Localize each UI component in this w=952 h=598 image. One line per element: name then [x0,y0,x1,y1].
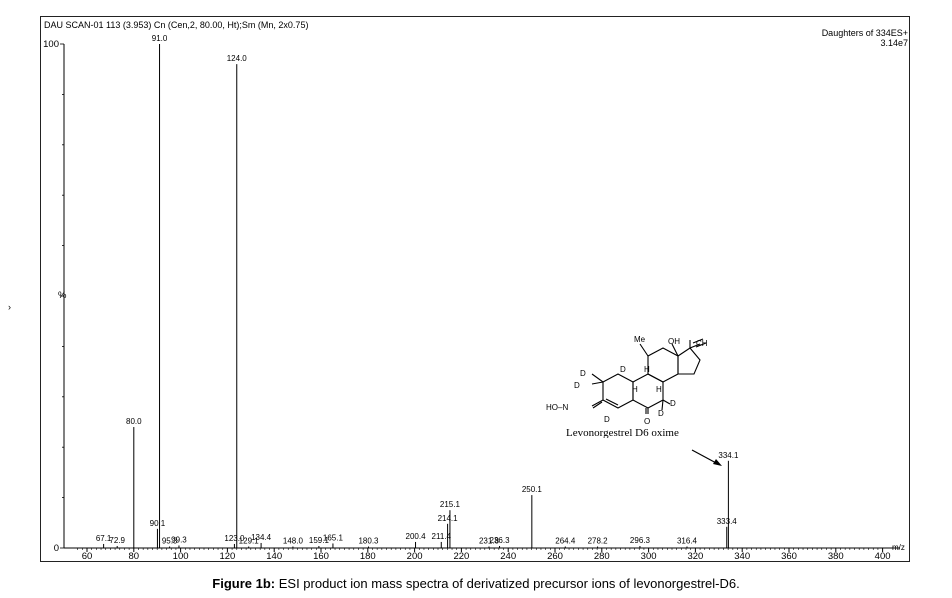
x-tick-label: 200 [407,551,423,562]
hydrogen-label-1: H [644,365,650,374]
peak-label-90.1: 90.1 [150,519,166,528]
annotation-arrow [691,449,719,465]
peak-label-211.4: 211.4 [432,532,452,541]
peak-labels: 67.172.9 80.0 90.1 91.0 95.399.3 123.0 124.0 12… [96,34,739,545]
alkyne-ch-label: CH [696,339,708,348]
x-tick-label: 80 [129,551,140,562]
peak-label-159.1: 159.1 [309,536,330,545]
x-tick-label: 320 [687,551,703,562]
peak-label-250.1: 250.1 [522,485,543,494]
peak-label-214.1: 214.1 [438,514,459,523]
peak-label-334.1: 334.1 [718,451,739,460]
x-tick-label: 160 [313,551,329,562]
peak-label-148.0: 148.0 [283,536,304,545]
peak-label-264.4: 264.4 [555,536,576,545]
peak-label-99.3: 99.3 [171,535,187,544]
x-tick-label: 220 [453,551,469,562]
peak-label-129.1: 129.1 [239,536,260,545]
daughters-header: Daughters of 334ES+ 3.14e7 [822,28,908,48]
peak-label-95.3: 95.3 [162,536,178,545]
peak-label-316.4: 316.4 [677,536,698,545]
levonorgestrel-d6-oxime-structure: Me OH CH HO–N D D D D D D H H H O Levono… [546,335,708,438]
peak-label-231.8: 231.8 [479,536,500,545]
structure-bonds [591,338,707,414]
spectrum-peaks [103,44,729,548]
margin-mark: › [8,302,11,312]
deuterium-label-1: D [580,369,586,378]
hydrogen-label-2: H [632,385,638,394]
peak-label-180.3: 180.3 [358,536,379,545]
peak-label-123.0: 123.0 [224,534,245,543]
peak-label-165.1: 165.1 [323,533,344,542]
peak-label-80.0: 80.0 [126,417,142,426]
peak-label-91.0: 91.0 [152,34,168,43]
hydroxyl-label: OH [668,337,680,346]
x-tick-label: 140 [266,551,282,562]
deuterium-label-6: D [658,409,664,418]
y-tick-label: 100 [43,39,59,50]
scan-info-header: DAU SCAN-01 113 (3.953) Cn (Cen,2, 80.00… [44,20,309,30]
spectrum-frame [40,16,910,562]
x-tick-label: 340 [734,551,750,562]
peak-label-278.2: 278.2 [588,536,609,545]
peak-label-236.3: 236.3 [490,536,511,545]
base-peak-intensity: 3.14e7 [880,38,908,48]
x-tick-label: 180 [360,551,376,562]
x-tick-label: 100 [173,551,189,562]
peak-label-296.3: 296.3 [630,536,651,545]
daughters-label: Daughters of 334ES+ [821,28,908,38]
methyl-label: Me [634,335,646,344]
x-tick-label: 120 [219,551,235,562]
mass-spectrum-chart: % m/z 60 80 100 120 140 160 180 200 220 240 260 280… [43,34,905,562]
x-tick-label: 280 [594,551,610,562]
peak-label-200.4: 200.4 [406,532,427,541]
x-tick-label: 240 [500,551,516,562]
deuterium-label-3: D [620,365,626,374]
ketone-oxygen-label: O [644,417,650,426]
y-axis-label: % [58,290,67,301]
x-tick-label: 300 [641,551,657,562]
deuterium-label-4: D [604,415,610,424]
deuterium-label-5: D [670,399,676,408]
x-axis-unit-label: m/z [892,543,905,552]
x-tick-label: 360 [781,551,797,562]
peak-label-72.9: 72.9 [109,536,125,545]
peak-label-215.1: 215.1 [440,500,461,509]
figure-number: Figure 1b: [212,576,276,591]
y-tick-label: 0 [54,543,59,554]
peak-label-67.1: 67.1 [96,534,112,543]
hydrogen-label-3: H [656,385,662,394]
x-tick-label: 380 [828,551,844,562]
peak-label-333.4: 333.4 [717,517,738,526]
annotation-arrowhead [713,459,722,466]
structure-name: Levonorgestrel D6 oxime [566,427,679,438]
structure-labels: Me OH CH HO–N D D D D D D H H H O [546,335,708,426]
peak-label-134.4: 134.4 [251,533,272,542]
axis-ticks: 60 80 100 120 140 160 180 200 220 240 260 280 300 320… [43,39,890,562]
figure-caption: Figure 1b: ESI product ion mass spectra … [0,576,952,591]
x-tick-label: 260 [547,551,563,562]
x-tick-label: 400 [875,551,891,562]
deuterium-label-2: D [574,381,580,390]
peak-label-124.0: 124.0 [227,54,248,63]
figure-caption-text: ESI product ion mass spectra of derivati… [275,576,740,591]
x-tick-label: 60 [82,551,93,562]
oxime-label: HO–N [546,403,568,412]
